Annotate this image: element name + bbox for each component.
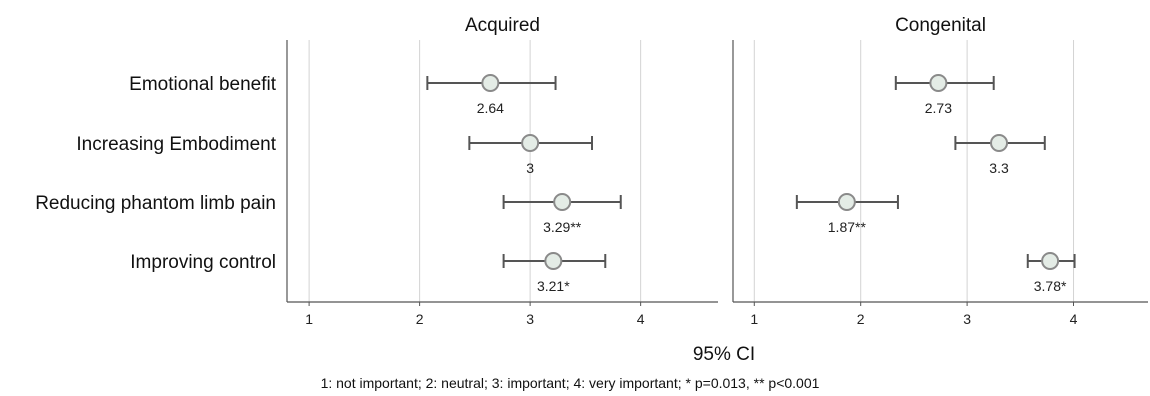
panel-title: Acquired: [465, 15, 540, 36]
x-axis-label: 95% CI: [693, 344, 755, 365]
mean-point: [929, 74, 948, 92]
mean-point: [521, 134, 540, 152]
x-tick-label: 3: [963, 311, 971, 327]
data-label: 1.87**: [828, 219, 867, 235]
data-label: 3.3: [989, 160, 1009, 176]
mean-point: [553, 193, 572, 211]
mean-point: [544, 252, 563, 270]
x-tick-label: 2: [416, 311, 424, 327]
data-label: 3.29**: [543, 219, 582, 235]
x-tick-label: 1: [750, 311, 758, 327]
data-label: 3.78*: [1034, 278, 1067, 294]
data-label: 2.64: [477, 100, 504, 116]
x-tick-label: 4: [637, 311, 645, 327]
x-tick-label: 1: [305, 311, 313, 327]
footnote: 1: not important; 2: neutral; 3: importa…: [321, 375, 820, 391]
data-label: 2.73: [925, 100, 952, 116]
x-tick-label: 4: [1070, 311, 1078, 327]
category-label: Emotional benefit: [129, 74, 277, 95]
data-label: 3.21*: [537, 278, 570, 294]
data-label: 3: [526, 160, 534, 176]
panel-title: Congenital: [895, 15, 986, 36]
category-label: Reducing phantom limb pain: [35, 193, 276, 214]
x-tick-label: 2: [857, 311, 865, 327]
category-label: Improving control: [130, 252, 276, 273]
x-tick-label: 3: [526, 311, 534, 327]
mean-point: [837, 193, 856, 211]
mean-point: [1041, 252, 1060, 270]
category-label: Increasing Embodiment: [76, 134, 276, 155]
mean-point: [990, 134, 1009, 152]
mean-point: [481, 74, 500, 92]
